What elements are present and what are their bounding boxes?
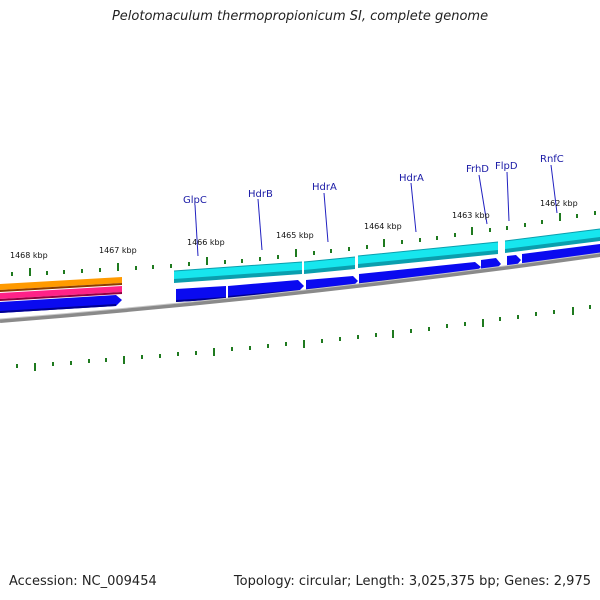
gene-label-flpd[interactable]: FlpD <box>495 161 518 172</box>
gene-leader-line <box>550 164 558 214</box>
scale-label: 1463 kbp <box>452 211 490 220</box>
gene-label-frhd[interactable]: FrhD <box>466 164 489 175</box>
gene-label-hdra-2[interactable]: HdrA <box>399 173 424 184</box>
scale-label: 1464 kbp <box>364 222 402 231</box>
accession-label: Accession: NC_009454 <box>9 574 157 589</box>
cds-arrow[interactable] <box>522 244 600 266</box>
genome-backbone <box>0 253 600 323</box>
gene-label-glpc[interactable]: GlpC <box>183 195 207 206</box>
gene-leader-line <box>506 171 510 222</box>
gene-label-hdrb[interactable]: HdrB <box>248 189 273 200</box>
gene-block[interactable] <box>505 229 600 251</box>
gene-leader-line <box>478 174 488 225</box>
genome-stats-label: Topology: circular; Length: 3,025,375 bp… <box>233 574 591 589</box>
scale-label: 1466 kbp <box>187 238 225 247</box>
gene-labels: GlpC HdrB HdrA HdrA FrhD FlpD RnfC <box>183 154 564 257</box>
outer-tick-marks <box>11 211 596 276</box>
gene-leader-line <box>410 182 417 233</box>
cds-arrow[interactable] <box>306 276 358 291</box>
gene-block[interactable] <box>358 242 498 266</box>
scale-labels: 1468 kbp 1467 kbp 1466 kbp 1465 kbp 1464… <box>10 199 578 260</box>
scale-label: 1462 kbp <box>540 199 578 208</box>
scale-label: 1468 kbp <box>10 251 48 260</box>
gene-label-hdra-1[interactable]: HdrA <box>312 182 337 193</box>
cds-arrow[interactable] <box>228 280 304 298</box>
gene-leader-line <box>194 204 199 257</box>
inner-tick-marks <box>16 305 591 371</box>
cds-arrow[interactable] <box>359 262 481 285</box>
gene-leader-line <box>257 198 263 251</box>
map-title: Pelotomaculum thermopropionicum SI, comp… <box>111 9 489 24</box>
gene-block[interactable] <box>174 262 302 281</box>
scale-label: 1467 kbp <box>99 246 137 255</box>
gene-row <box>173 228 600 283</box>
gene-leader-line <box>323 192 329 243</box>
scale-label: 1465 kbp <box>276 231 314 240</box>
gene-label-rnfc[interactable]: RnfC <box>540 154 564 165</box>
left-feature-segment[interactable] <box>0 277 122 313</box>
